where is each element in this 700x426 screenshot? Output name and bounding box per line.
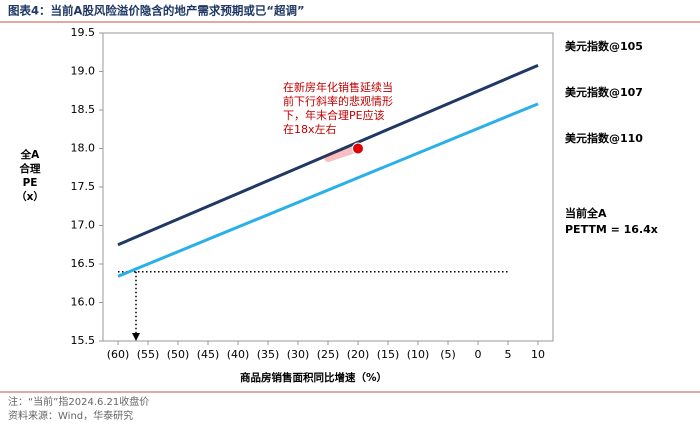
y-tick-label: 18.0	[71, 142, 96, 155]
highlight-point	[352, 142, 364, 155]
arrow-head	[132, 333, 140, 341]
series-label: 美元指数@105	[565, 39, 643, 53]
y-tick-label: 17.0	[71, 219, 96, 232]
y-tick-label: 15.5	[71, 334, 96, 347]
x-tick-label: (20)	[347, 348, 370, 361]
y-axis-label: （x）	[16, 190, 44, 203]
x-tick-label: 0	[475, 348, 482, 361]
x-axis-label: 商品房销售面积同比增速（%）	[240, 371, 387, 384]
plot-frame	[102, 32, 554, 342]
point-annotation: 下，年末合理PE应该	[283, 108, 385, 122]
point-annotation: 在18x左右	[283, 122, 337, 136]
x-tick-label: (25)	[317, 348, 340, 361]
x-tick-label: 5	[505, 348, 512, 361]
x-tick-label: (50)	[167, 348, 190, 361]
x-tick-label: (10)	[407, 348, 430, 361]
chart-title: 图表4：当前A股风险溢价隐含的地产需求预期或已“超调”	[8, 4, 305, 18]
y-tick-label: 19.5	[71, 26, 96, 39]
current-note: 当前全A	[565, 206, 607, 220]
current-note: PETTM = 16.4x	[565, 223, 658, 236]
y-axis-label: 全A	[20, 148, 40, 161]
y-tick-label: 19.0	[71, 65, 96, 78]
series-line	[117, 102, 539, 278]
x-tick-label: 10	[531, 348, 545, 361]
x-tick-label: (60)	[107, 348, 130, 361]
x-tick-label: (45)	[197, 348, 220, 361]
x-tick-label: (55)	[137, 348, 160, 361]
y-tick-label: 17.5	[71, 180, 96, 193]
series-label: 美元指数@107	[565, 85, 643, 99]
x-tick-label: (35)	[257, 348, 280, 361]
y-axis-label: PE	[23, 177, 38, 189]
point-annotation: 前下行斜率的悲观情形	[283, 94, 393, 108]
x-tick-label: (5)	[440, 348, 456, 361]
y-tick-label: 16.0	[71, 296, 96, 309]
y-axis-label: 合理	[19, 162, 41, 175]
series-line	[117, 63, 539, 247]
x-tick-label: (30)	[287, 348, 310, 361]
x-tick-label: (15)	[377, 348, 400, 361]
y-tick-label: 16.5	[71, 257, 96, 270]
footer-note: 注：“当前”指2024.6.21收盘价	[8, 395, 149, 408]
point-annotation: 在新房年化销售延续当	[283, 80, 393, 94]
y-tick-label: 18.5	[71, 103, 96, 116]
series-label: 美元指数@110	[565, 131, 643, 145]
x-tick-label: (40)	[227, 348, 250, 361]
footer-source: 资料来源：Wind，华泰研究	[8, 409, 133, 422]
